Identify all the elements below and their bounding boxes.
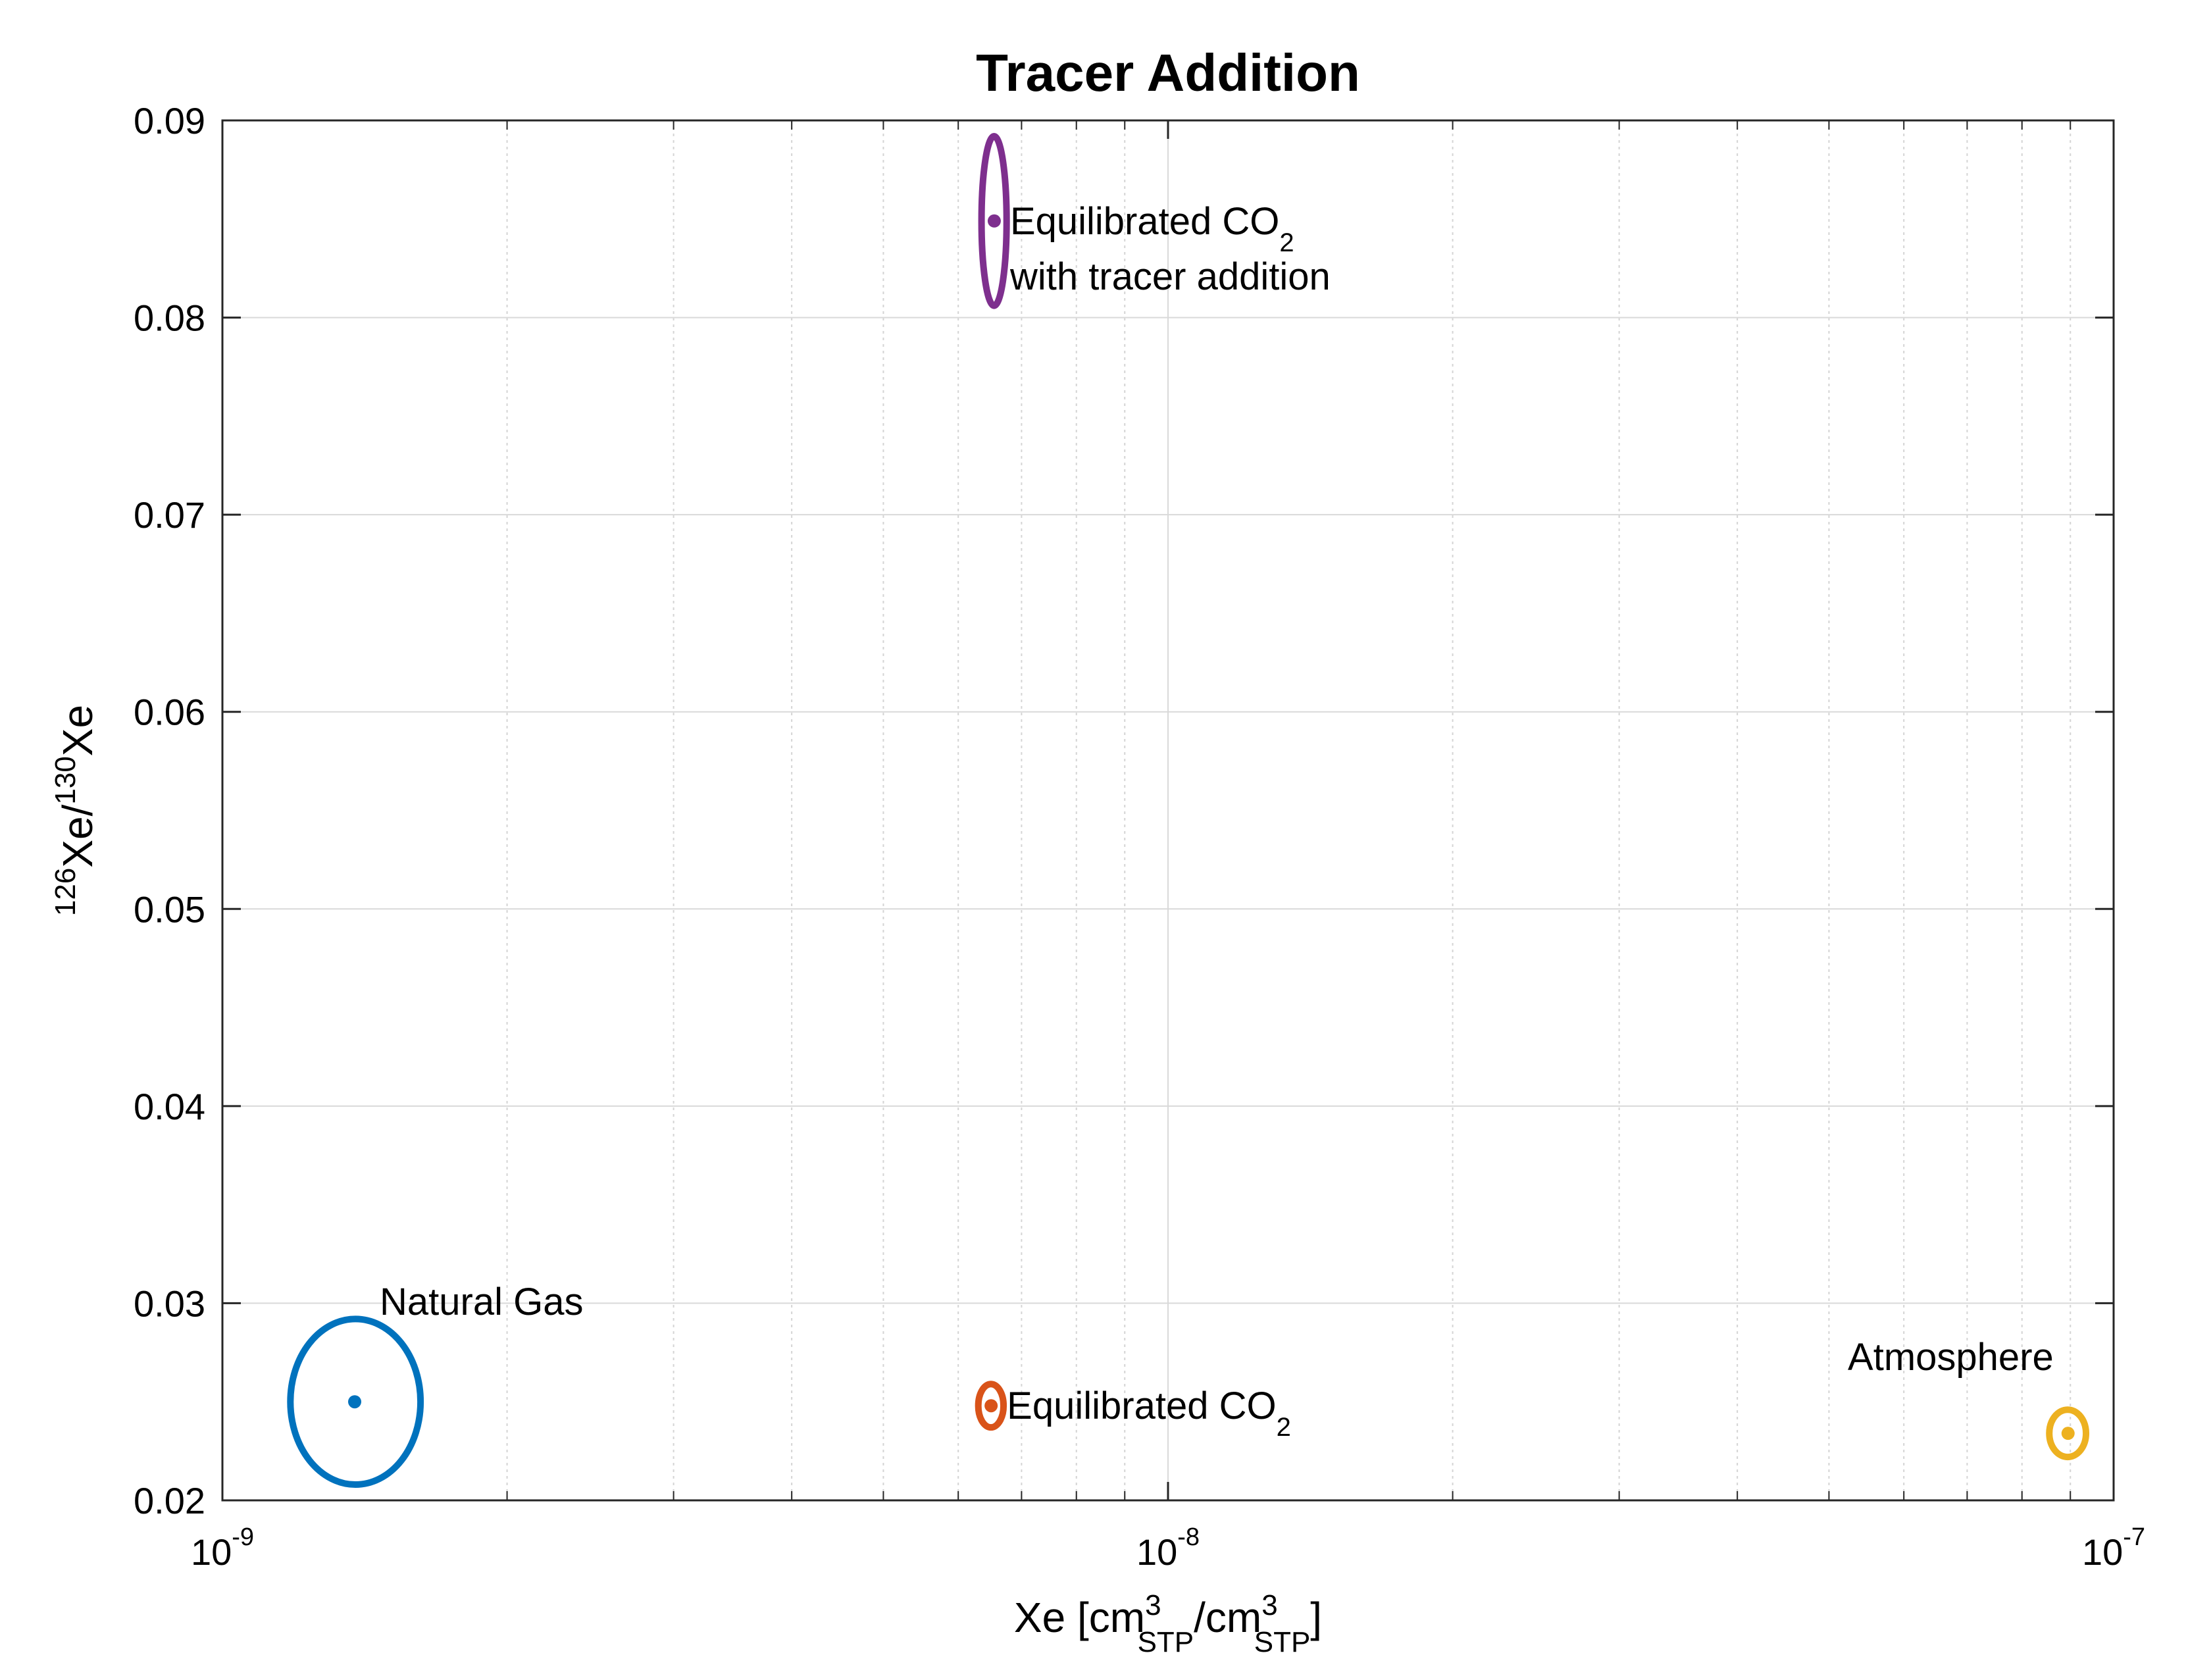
y-tick-label: 0.05 [134,888,205,930]
y-axis-label-mid: Xe/ [54,804,101,867]
series-annotation: Atmosphere [1848,1336,2054,1379]
data-point [987,214,1001,228]
x-tick-label-exponent: -7 [2123,1523,2145,1551]
error-ellipse [2046,1406,2090,1461]
x-tick-label-exponent: -9 [232,1523,254,1551]
y-tick-label: 0.02 [134,1480,205,1521]
y-tick-label: 0.06 [134,692,205,733]
y-tick-label: 0.07 [134,494,205,536]
x-axis-label-mid: /cm [1194,1594,1261,1641]
major-grid [222,120,2114,1500]
series-annotation-subscript: 2 [1279,228,1294,257]
data-point [348,1395,362,1409]
series-annotation-text: Equilibrated CO [1010,200,1279,243]
series-annotation: Equilibrated CO2 [1007,1385,1291,1442]
series-annotation-text: Natural Gas [380,1281,583,1323]
x-tick-label: 10-7 [2082,1523,2145,1573]
y-axis-label-sup2: 130 [49,756,82,804]
x-axis-label-sup1: 3 [1145,1589,1161,1621]
x-tick-label-base: 10 [1136,1531,1177,1573]
data-point [984,1399,998,1413]
series-annotation-line2: with tracer addition [1009,255,1331,298]
y-tick-label: 0.04 [134,1086,205,1127]
x-axis-label-sub2: STP [1254,1626,1311,1658]
series-annotation: Natural Gas [380,1281,583,1323]
y-tick-label: 0.03 [134,1283,205,1324]
x-tick-label-exponent: -8 [1177,1523,1200,1551]
error-ellipse [287,1315,424,1489]
x-tick-label-base: 10 [191,1531,232,1573]
x-axis-label-end: ] [1310,1594,1322,1641]
series-annotation-subscript: 2 [1277,1413,1291,1442]
series-annotation-text: Atmosphere [1848,1336,2054,1379]
error-ellipse [978,132,1010,309]
x-axis-label-base: Xe [cm [1014,1594,1145,1641]
axis-ticks: 10-9 10-8 10-70.020.030.040.050.060.070.08… [134,100,2145,1573]
x-axis-label: Xe [cm3 STP/cm3 STP] [1014,1589,1322,1658]
series-annotation-text: Equilibrated CO [1007,1385,1276,1427]
series-annotation: Equilibrated CO2 [1010,200,1294,257]
x-tick-label: 10-8 [1136,1523,1200,1573]
data-point [2061,1427,2075,1440]
x-tick-label-base: 10 [2082,1531,2123,1573]
x-axis-label-sub1: STP [1138,1626,1194,1658]
y-axis-label: 126Xe/130Xe [49,705,101,916]
y-axis-label-sup1: 126 [49,868,82,916]
error-ellipse [975,1381,1007,1431]
y-tick-label: 0.09 [134,100,205,141]
chart-title: Tracer Addition [976,43,1360,102]
x-axis-label-sup2: 3 [1261,1589,1277,1621]
y-tick-label: 0.08 [134,297,205,339]
x-tick-label: 10-9 [191,1523,254,1573]
y-axis-label-end: Xe [54,705,101,756]
